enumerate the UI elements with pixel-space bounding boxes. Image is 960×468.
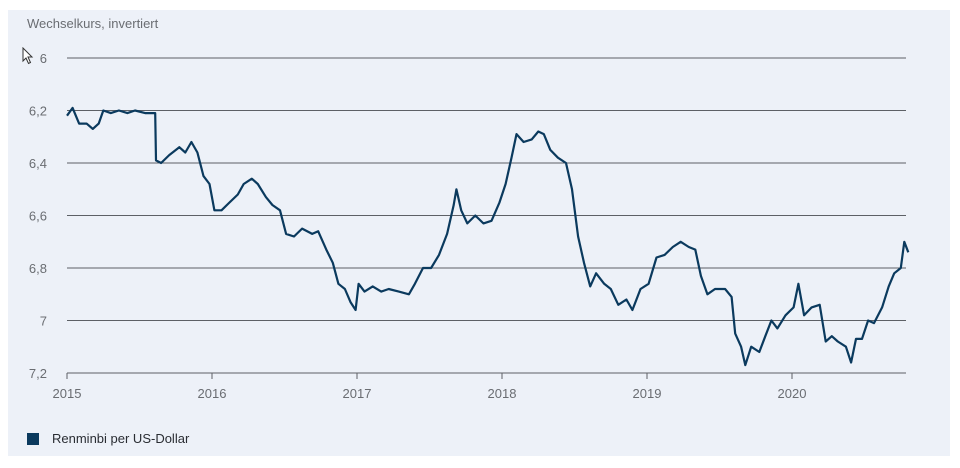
x-tick-label: 2016 [198, 386, 227, 401]
y-tick-label: 6,2 [29, 104, 47, 119]
x-tick-label: 2018 [488, 386, 517, 401]
y-tick-label: 7,2 [29, 366, 47, 381]
legend-label: Renminbi per US-Dollar [52, 431, 190, 446]
x-tick-label: 2019 [633, 386, 662, 401]
y-tick-label: 6,4 [29, 156, 47, 171]
series-line [66, 106, 910, 367]
y-tick-label: 7 [40, 314, 47, 329]
y-tick-label: 6,6 [29, 209, 47, 224]
x-tick-label: 2020 [778, 386, 807, 401]
chart-panel [8, 10, 950, 456]
x-tick-label: 2017 [343, 386, 372, 401]
legend: Renminbi per US-Dollar [27, 431, 189, 446]
x-tick-label: 2015 [53, 386, 82, 401]
y-tick-label: 6 [40, 51, 47, 66]
y-tick-label: 6,8 [29, 261, 47, 276]
chart-title: Wechselkurs, invertiert [27, 16, 159, 31]
arrow-cursor-icon [22, 47, 34, 65]
legend-swatch [27, 432, 39, 445]
